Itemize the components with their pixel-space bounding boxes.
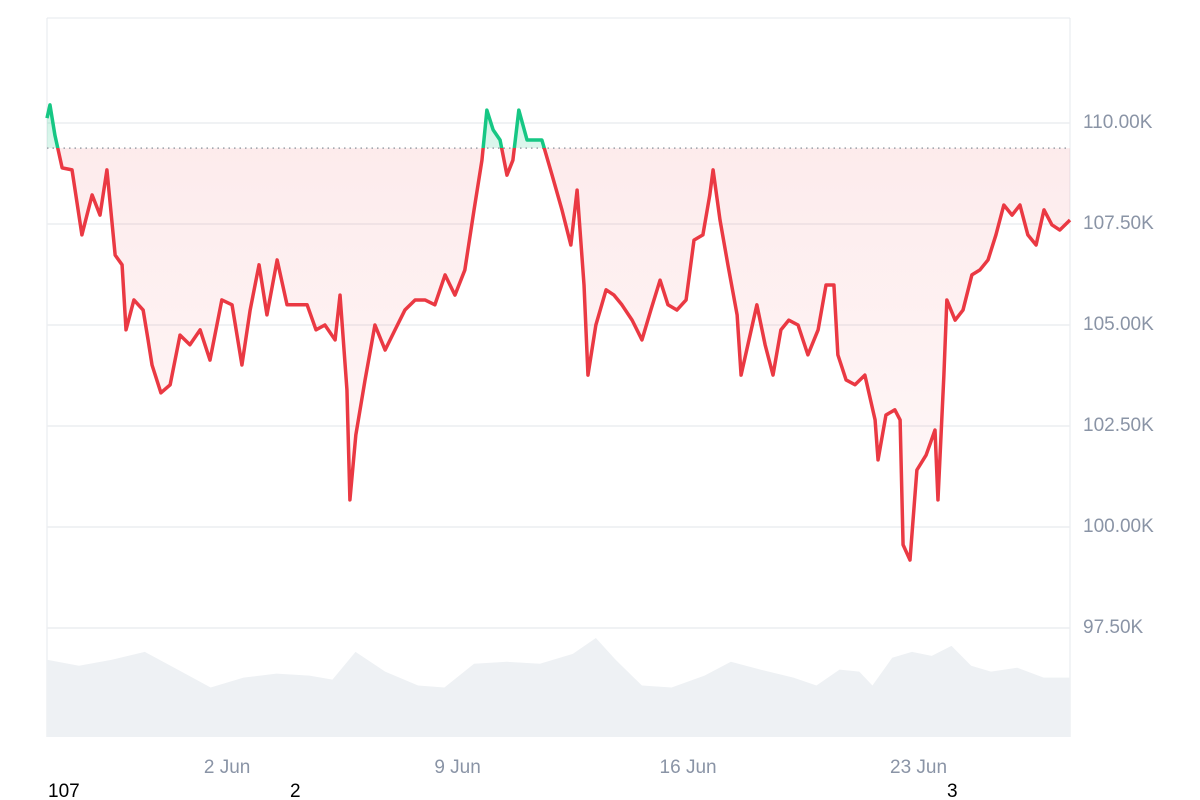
annotation: 2 — [290, 781, 301, 800]
annotation: 3 — [947, 781, 958, 800]
y-tick-label: 110.00K — [1083, 112, 1153, 133]
y-tick-label: 105.00K — [1083, 314, 1154, 335]
price-line — [45, 103, 1072, 562]
x-tick-label: 16 Jun — [660, 757, 717, 778]
y-tick-label: 100.00K — [1083, 516, 1154, 537]
x-tick-label: 2 Jun — [204, 757, 250, 778]
x-tick-label: 9 Jun — [434, 757, 480, 778]
y-tick-label: 107.50K — [1083, 213, 1154, 234]
annotation: 107 — [48, 781, 80, 800]
y-tick-label: 102.50K — [1083, 415, 1154, 436]
x-tick-label: 23 Jun — [890, 757, 947, 778]
baseline-area — [47, 104, 1070, 561]
y-tick-label: 97.50K — [1083, 617, 1144, 638]
volume-area — [47, 638, 1070, 737]
